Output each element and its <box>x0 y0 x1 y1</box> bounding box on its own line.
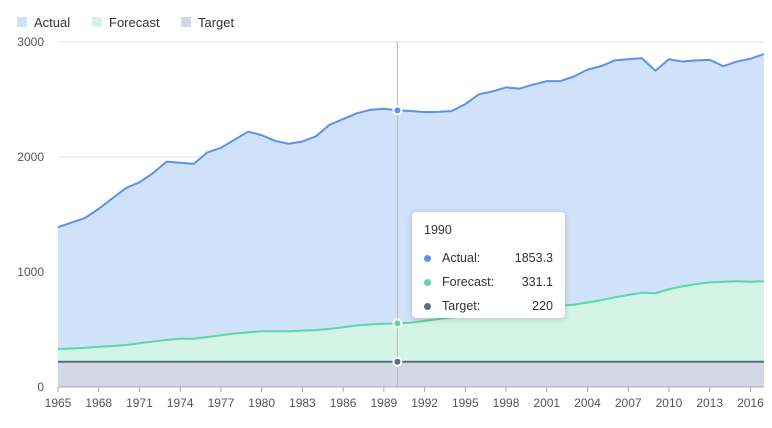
legend-label-actual: Actual <box>34 14 71 30</box>
area-target <box>58 361 764 387</box>
x-tick-label-2013: 2013 <box>696 396 723 410</box>
legend-label-target: Target <box>198 14 235 30</box>
hover-point-actual <box>392 105 403 116</box>
x-axis: 1965 1968 1971 1974 1977 1980 1983 1986 1989 1992… <box>45 386 764 410</box>
x-tick-label-1983: 1983 <box>289 396 316 410</box>
x-tick-label-2010: 2010 <box>656 396 683 410</box>
tooltip-label-forecast: Forecast: <box>442 275 495 289</box>
tooltip-value-actual: 1853.3 <box>514 251 553 265</box>
x-tick-label-1965: 1965 <box>45 396 72 410</box>
legend-label-forecast: Forecast <box>109 14 160 30</box>
legend-item-target[interactable]: Target <box>181 14 234 30</box>
tooltip-row-actual: Actual: 1853.3 <box>424 246 553 270</box>
tooltip-dot-actual <box>424 254 431 262</box>
x-tick-label-1998: 1998 <box>493 396 520 410</box>
tooltip-label-actual: Actual: <box>442 251 481 265</box>
y-tick-label-1000: 1000 <box>17 265 44 279</box>
tooltip-label-target: Target: <box>442 299 481 313</box>
x-tick-label-1977: 1977 <box>208 396 235 410</box>
tooltip-row-forecast: Forecast: 331.1 <box>424 270 553 294</box>
line-actual <box>57 53 765 229</box>
tooltip-dot-forecast <box>424 278 431 286</box>
tooltip-dot-target <box>424 302 431 310</box>
series-areas <box>58 54 764 387</box>
x-tick-label-1980: 1980 <box>248 396 275 410</box>
line-forecast <box>57 280 765 351</box>
hover-point-target <box>392 356 403 367</box>
x-tick-label-1968: 1968 <box>85 396 112 410</box>
legend-swatch-forecast <box>92 17 102 27</box>
x-tick-label-2016: 2016 <box>737 396 764 410</box>
legend-item-actual[interactable]: Actual <box>17 14 70 30</box>
x-tick-label-1989: 1989 <box>370 396 397 410</box>
x-tick-label-1974: 1974 <box>167 396 194 410</box>
tooltip-value-forecast: 331.1 <box>521 275 553 289</box>
x-tick-label-2004: 2004 <box>574 396 601 410</box>
x-tick-label-2001: 2001 <box>533 396 560 410</box>
tooltip-row-target: Target: 220 <box>424 294 553 318</box>
x-tick-label-1995: 1995 <box>452 396 479 410</box>
x-tick-label-2007: 2007 <box>615 396 642 410</box>
x-tick-label-1992: 1992 <box>411 396 438 410</box>
y-axis: 0 1000 2000 3000 <box>17 35 44 394</box>
y-tick-label-2000: 2000 <box>17 150 44 164</box>
series-lines <box>57 53 765 363</box>
hover-indicator <box>392 42 403 387</box>
legend-swatch-actual <box>17 17 27 27</box>
x-tick-label-1986: 1986 <box>330 396 357 410</box>
legend-swatch-target <box>181 17 191 27</box>
legend-item-forecast[interactable]: Forecast <box>92 14 160 30</box>
tooltip-value-target: 220 <box>532 299 553 313</box>
area-forecast <box>58 281 764 387</box>
hover-point-forecast <box>392 318 403 329</box>
x-tick-label-1971: 1971 <box>126 396 153 410</box>
tooltip: 1990 Actual: 1853.3 Forecast: 331.1 Targ… <box>412 212 565 318</box>
y-tick-label-3000: 3000 <box>17 35 44 49</box>
y-tick-label-0: 0 <box>37 380 44 394</box>
tooltip-title: 1990 <box>424 223 452 237</box>
